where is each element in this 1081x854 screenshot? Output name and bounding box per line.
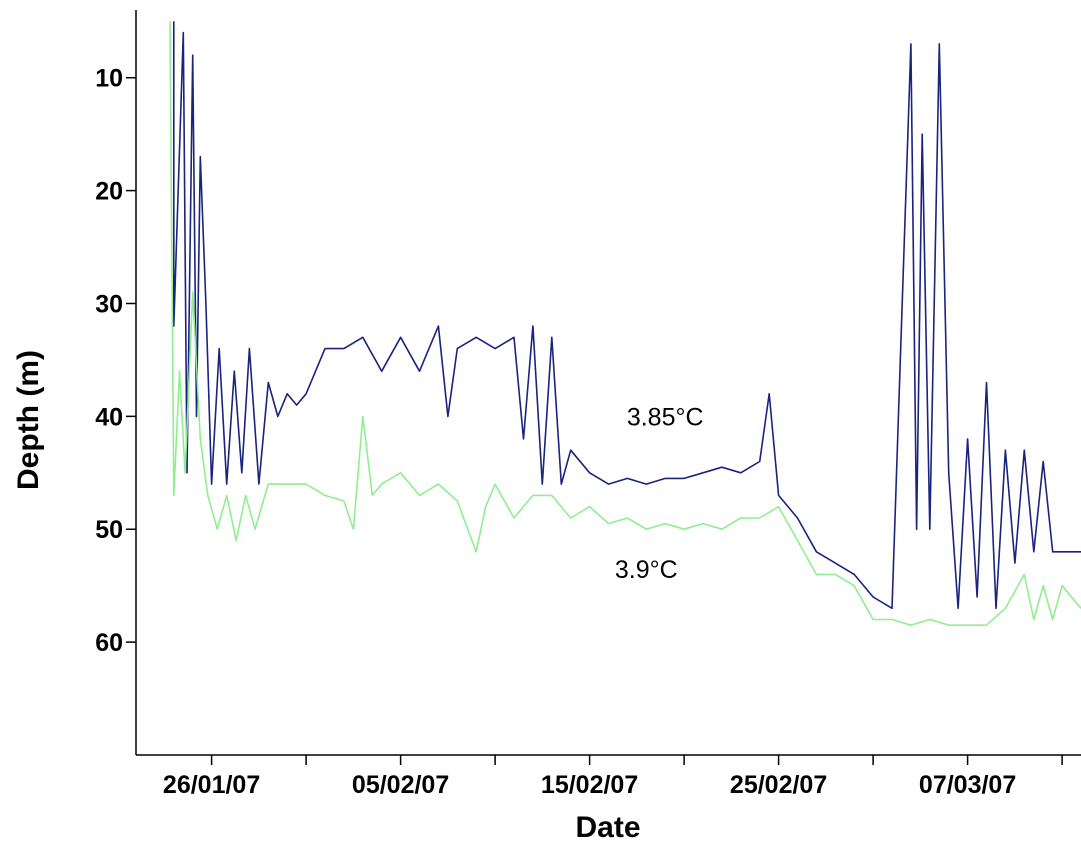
y-axis: 10 20 30 40 50 60 xyxy=(95,65,136,657)
temperature-annotation: 3.9°C xyxy=(615,556,678,584)
series-line-2 xyxy=(169,21,1081,626)
y-tick-label: 30 xyxy=(95,290,123,318)
series-layer xyxy=(169,21,1081,626)
series-line-1 xyxy=(173,21,1081,610)
y-tick-label: 20 xyxy=(95,178,123,206)
x-tick-label: 05/02/07 xyxy=(352,771,449,799)
x-tick-label: 07/03/07 xyxy=(919,771,1016,799)
y-tick-label: 50 xyxy=(95,516,123,544)
y-axis-title: Depth (m) xyxy=(12,350,45,490)
x-tick-label: 26/01/07 xyxy=(163,771,260,799)
plot-frame xyxy=(135,10,1081,756)
x-tick-label: 15/02/07 xyxy=(541,771,638,799)
y-tick-label: 60 xyxy=(95,629,123,657)
x-tick-label: 25/02/07 xyxy=(730,771,827,799)
x-axis-title: Date xyxy=(575,811,640,844)
x-axis: 26/01/07 05/02/07 15/02/07 25/02/07 07/03/07 xyxy=(163,755,1063,799)
y-tick-label: 40 xyxy=(95,403,123,431)
annotations: 3.85°C 3.9°C xyxy=(615,403,704,583)
y-tick-label: 10 xyxy=(95,65,123,93)
temperature-annotation: 3.85°C xyxy=(627,403,704,431)
